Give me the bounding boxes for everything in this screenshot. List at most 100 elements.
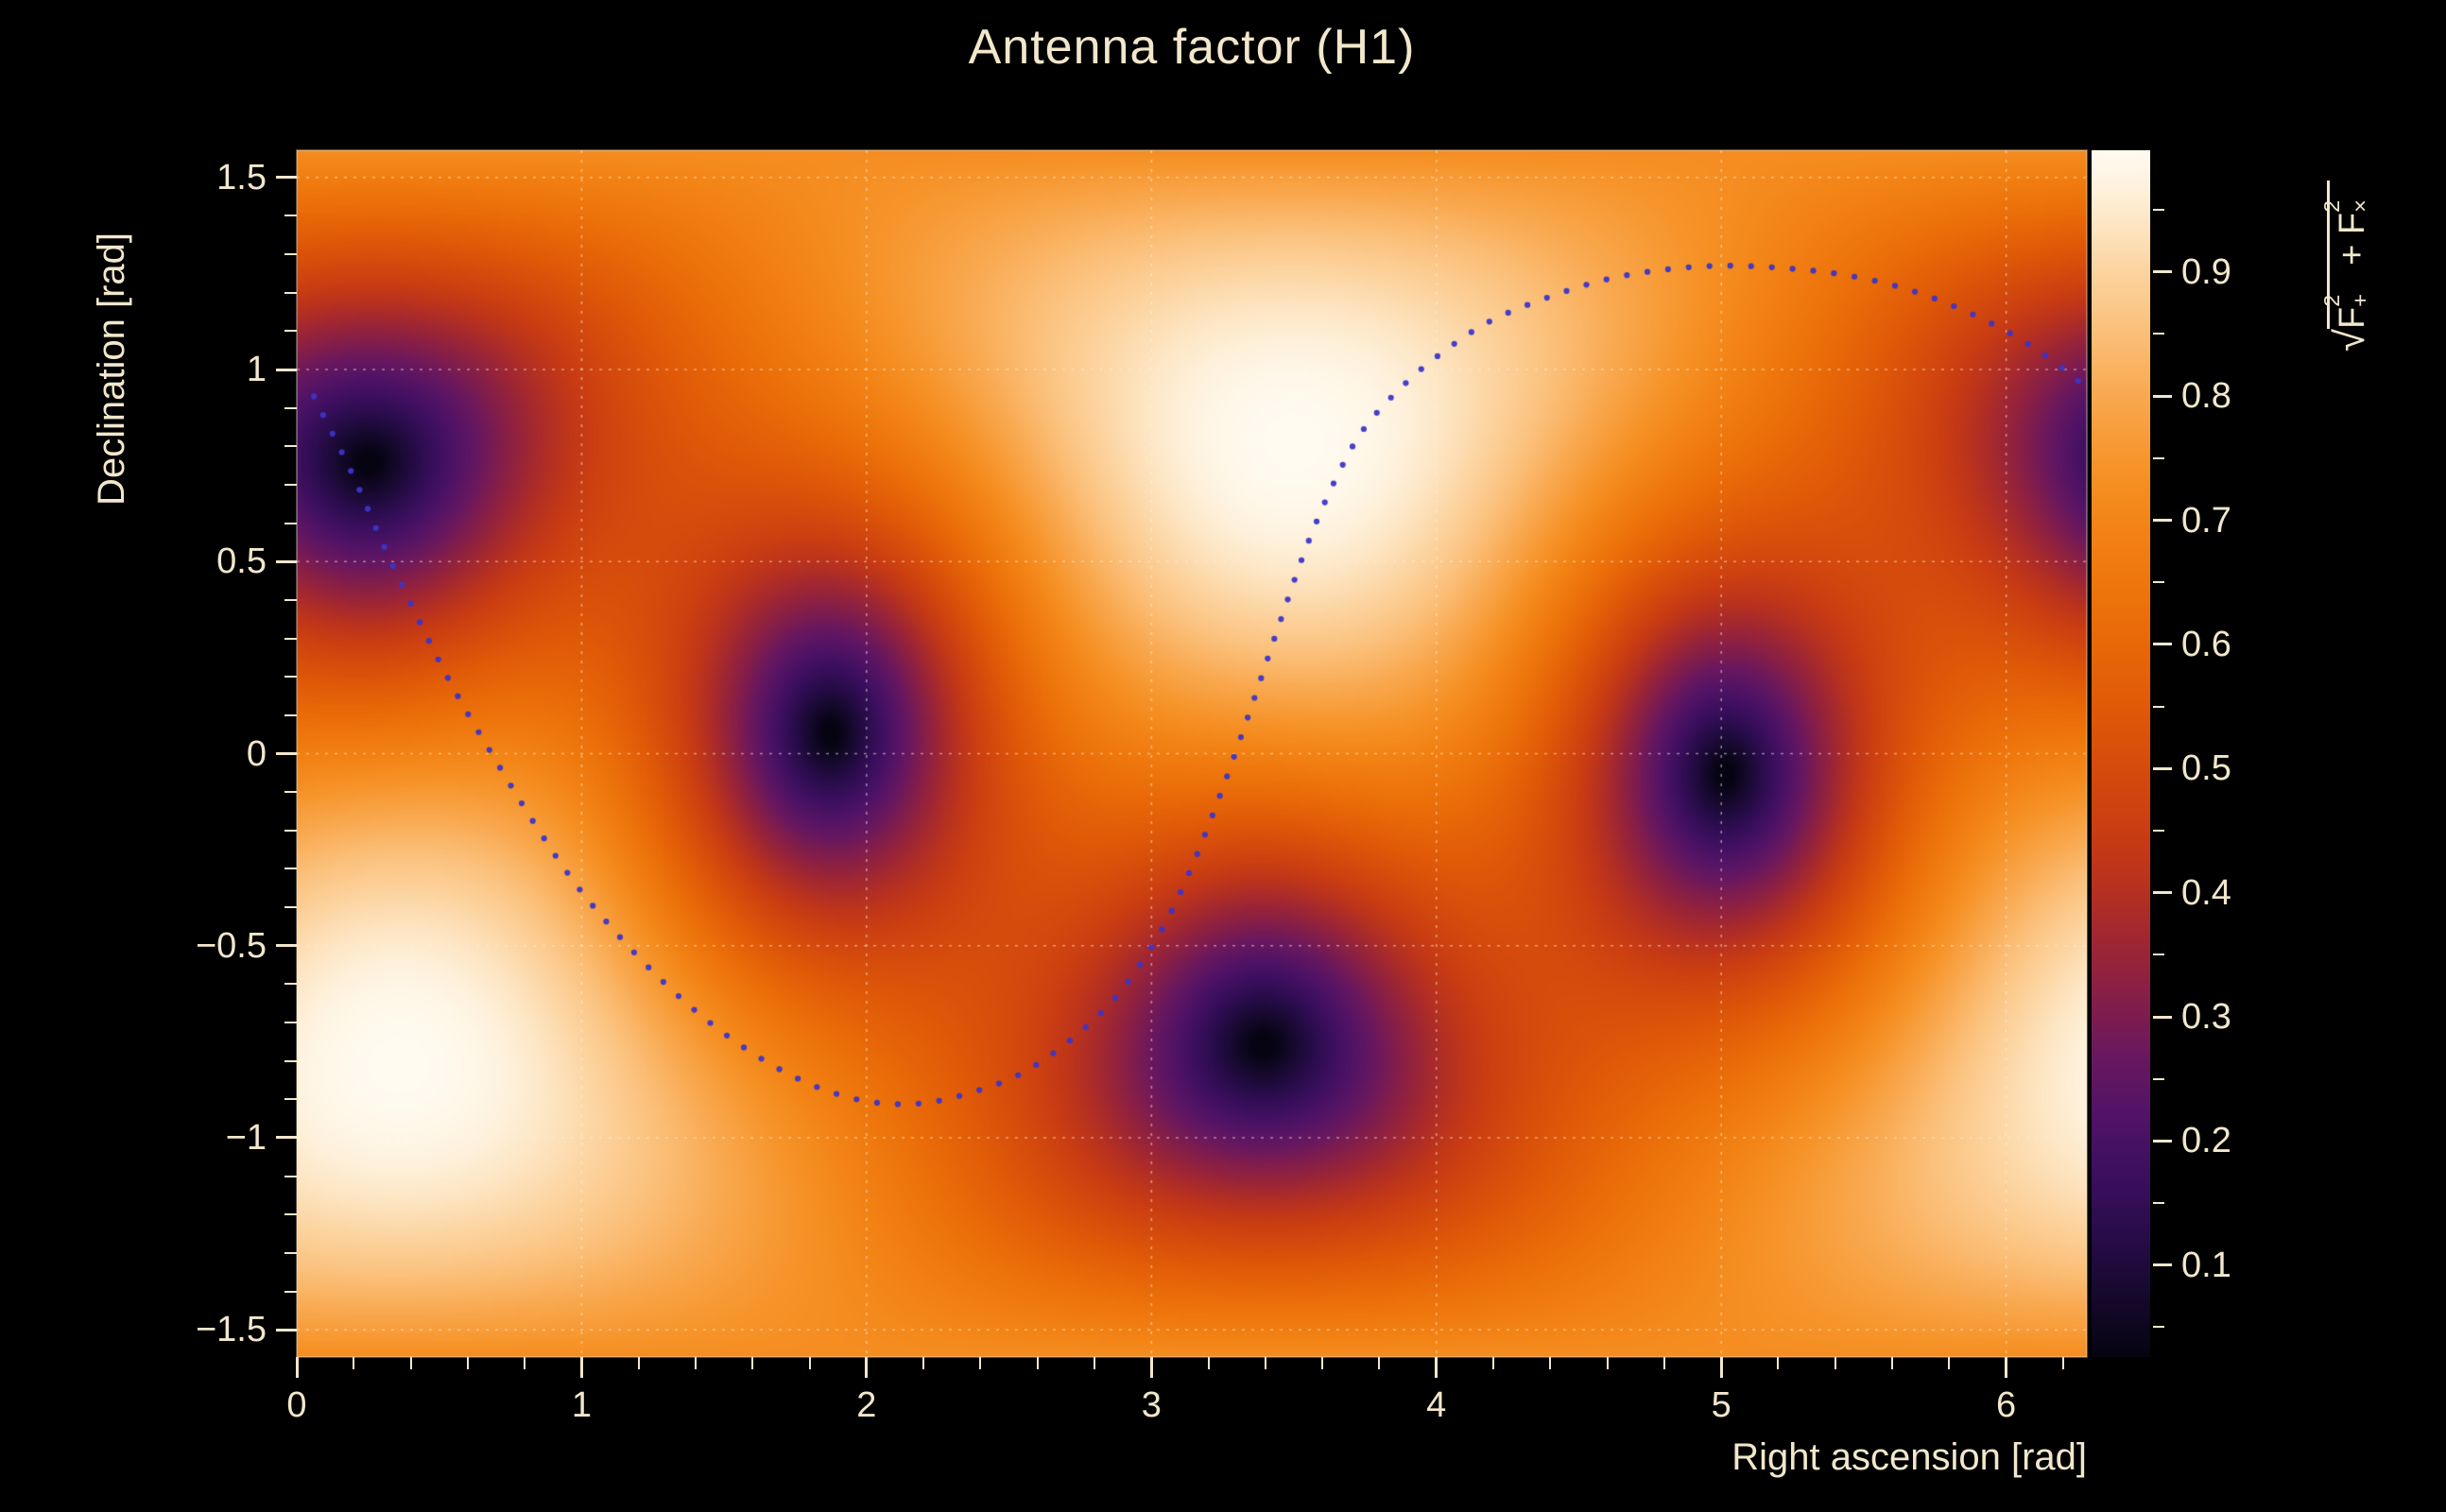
y-minor-tick xyxy=(284,1251,297,1254)
colorbar-minor-tick xyxy=(2153,954,2164,956)
x-tick-label: 0 xyxy=(286,1385,307,1425)
y-minor-tick xyxy=(284,483,297,486)
y-tick-label: 1 xyxy=(246,350,267,390)
colorbar-gradient xyxy=(2092,150,2150,1357)
y-minor-tick xyxy=(284,1175,297,1177)
x-axis-title: Right ascension [rad] xyxy=(1731,1436,2087,1478)
y-minor-tick xyxy=(284,598,297,601)
colorbar-minor-tick xyxy=(2153,456,2164,459)
y-minor-tick xyxy=(284,1022,297,1024)
y-minor-tick xyxy=(284,291,297,294)
f-cross-scripts: 2 × xyxy=(2319,183,2373,213)
x-minor-tick xyxy=(1036,1357,1039,1369)
x-major-tick xyxy=(1719,1357,1723,1378)
x-major-tick xyxy=(1435,1357,1438,1378)
x-major-tick xyxy=(295,1357,299,1378)
x-major-tick xyxy=(579,1357,583,1378)
plot-area xyxy=(297,150,2087,1357)
chart-title: Antenna factor (H1) xyxy=(968,20,1416,75)
colorbar-minor-tick xyxy=(2153,209,2164,212)
y-tick-label: −0.5 xyxy=(195,925,267,966)
radical-sign: √ xyxy=(2327,329,2373,352)
x-minor-tick xyxy=(1662,1357,1665,1369)
x-tick-label: 1 xyxy=(571,1385,592,1425)
colorbar-minor-tick xyxy=(2153,1202,2164,1205)
y-tick-label: −1.5 xyxy=(195,1310,267,1350)
f-cross-exponent: 2 xyxy=(2318,199,2344,213)
x-tick-label: 3 xyxy=(1141,1385,1162,1425)
colorbar-major-tick xyxy=(2153,394,2172,398)
y-minor-tick xyxy=(284,1290,297,1293)
x-minor-tick xyxy=(1321,1357,1324,1369)
colorbar-tick-label: 0.8 xyxy=(2181,376,2231,417)
colorbar-tick-label: 0.7 xyxy=(2181,500,2231,541)
f-cross-symbol: F xyxy=(2333,212,2372,235)
y-minor-tick xyxy=(284,829,297,832)
x-minor-tick xyxy=(695,1357,697,1369)
colorbar-tick-label: 0.3 xyxy=(2181,997,2231,1038)
y-minor-tick xyxy=(284,906,297,909)
x-tick-label: 6 xyxy=(1996,1385,2017,1425)
colorbar-major-tick xyxy=(2153,766,2172,770)
f-cross-subscript: × xyxy=(2348,199,2373,213)
y-tick-label: 0.5 xyxy=(216,541,267,582)
colorbar-tick-label: 0.5 xyxy=(2181,748,2231,789)
f-plus-exponent: 2 xyxy=(2318,294,2344,307)
y-minor-tick xyxy=(284,713,297,716)
colorbar-minor-tick xyxy=(2153,705,2164,708)
x-major-tick xyxy=(2005,1357,2008,1378)
x-minor-tick xyxy=(353,1357,355,1369)
f-plus-symbol: F xyxy=(2333,306,2372,330)
plot-overlay-canvas xyxy=(297,150,2087,1357)
x-minor-tick xyxy=(2061,1357,2064,1369)
y-tick-label: −1 xyxy=(225,1117,267,1158)
x-major-tick xyxy=(1149,1357,1153,1378)
colorbar-major-tick xyxy=(2153,1139,2172,1143)
x-minor-tick xyxy=(466,1357,469,1369)
x-minor-tick xyxy=(1094,1357,1096,1369)
colorbar-tick-label: 0.2 xyxy=(2181,1121,2231,1161)
colorbar-major-tick xyxy=(2153,270,2172,274)
y-minor-tick xyxy=(284,1213,297,1216)
x-tick-label: 2 xyxy=(856,1385,877,1425)
colorbar-major-tick xyxy=(2153,643,2172,646)
y-major-tick xyxy=(276,176,297,180)
colorbar-tick-label: 0.1 xyxy=(2181,1245,2231,1285)
y-minor-tick xyxy=(284,676,297,679)
y-minor-tick xyxy=(284,1059,297,1062)
colorbar-minor-tick xyxy=(2153,1326,2164,1329)
colorbar-major-tick xyxy=(2153,1263,2172,1267)
x-minor-tick xyxy=(409,1357,412,1369)
y-major-tick xyxy=(276,1328,297,1332)
y-minor-tick xyxy=(284,330,297,333)
x-minor-tick xyxy=(1891,1357,1894,1369)
colorbar-minor-tick xyxy=(2153,333,2164,335)
y-minor-tick xyxy=(284,637,297,640)
y-major-tick xyxy=(276,1136,297,1140)
x-minor-tick xyxy=(1549,1357,1552,1369)
colorbar-minor-tick xyxy=(2153,1077,2164,1080)
y-minor-tick xyxy=(284,522,297,524)
y-minor-tick xyxy=(284,445,297,448)
colorbar-tick-label: 0.6 xyxy=(2181,624,2231,664)
x-minor-tick xyxy=(1834,1357,1836,1369)
y-minor-tick xyxy=(284,983,297,986)
y-major-tick xyxy=(276,368,297,371)
colorbar-tick-label: 0.4 xyxy=(2181,872,2231,913)
colorbar-tick-label: 0.9 xyxy=(2181,251,2231,292)
x-minor-tick xyxy=(808,1357,811,1369)
x-minor-tick xyxy=(637,1357,640,1369)
x-minor-tick xyxy=(1492,1357,1495,1369)
y-minor-tick xyxy=(284,406,297,409)
colorbar-major-tick xyxy=(2153,519,2172,522)
x-major-tick xyxy=(865,1357,869,1378)
y-major-tick xyxy=(276,752,297,755)
x-minor-tick xyxy=(1948,1357,1951,1369)
x-minor-tick xyxy=(1264,1357,1266,1369)
x-minor-tick xyxy=(922,1357,925,1369)
y-minor-tick xyxy=(284,791,297,794)
f-plus-subscript: + xyxy=(2348,294,2373,307)
y-minor-tick xyxy=(284,215,297,217)
x-tick-label: 4 xyxy=(1426,1385,1447,1425)
x-minor-tick xyxy=(751,1357,754,1369)
